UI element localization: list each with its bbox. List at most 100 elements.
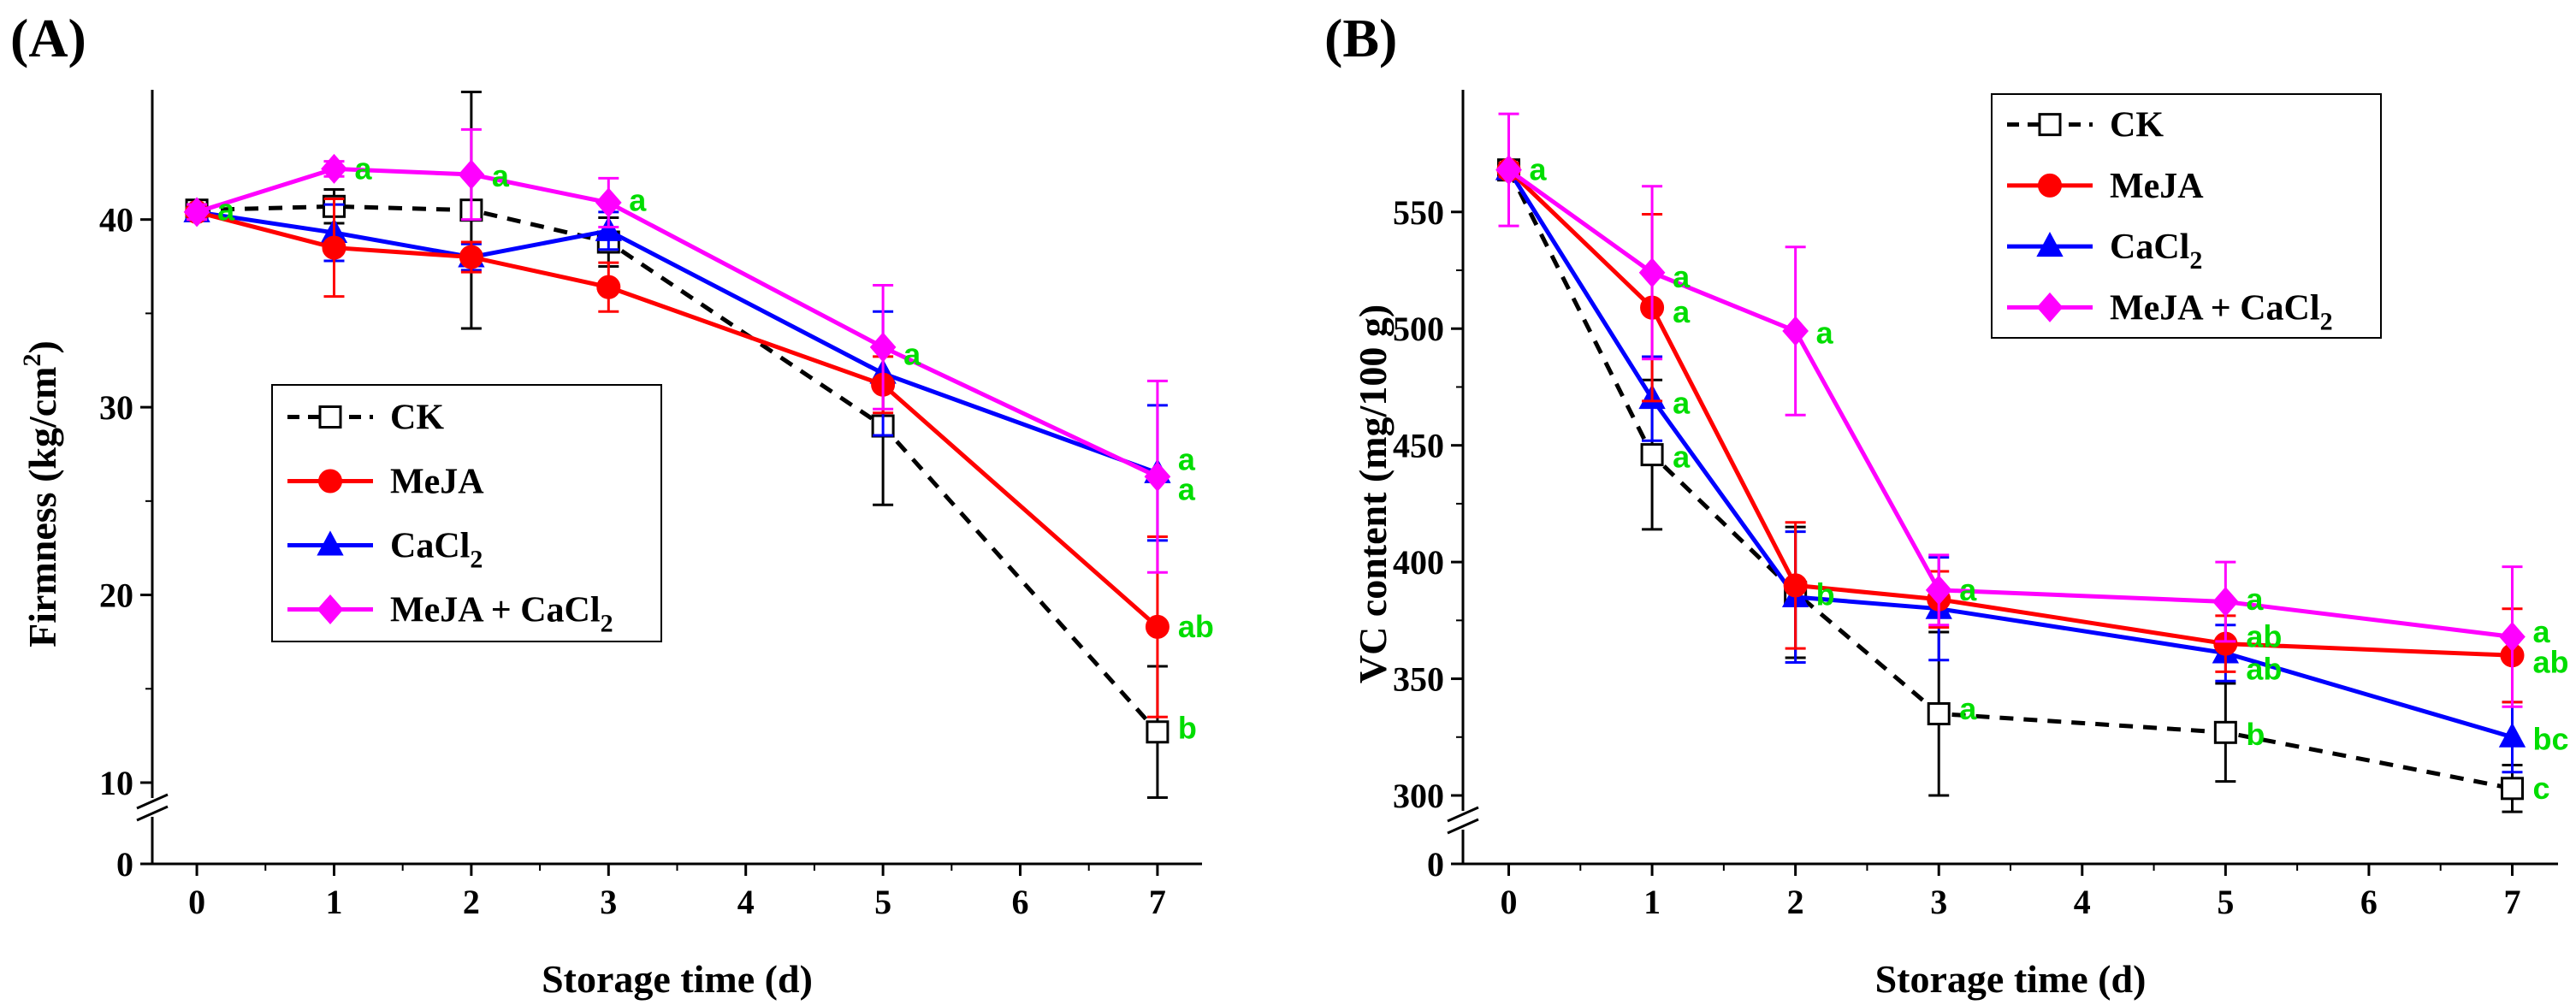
x-tick-label: 1: [325, 883, 342, 921]
y-tick-label: 10: [99, 764, 133, 802]
x-tick-label: 2: [463, 883, 480, 921]
legend-marker: [318, 469, 342, 494]
series-meja-cacl2: [1495, 112, 2526, 708]
x-tick-label: 5: [2217, 883, 2234, 921]
data-point: [1145, 614, 1170, 639]
chart-panel-a: (A) 0 10 20 30 40 0 1 2 3 4 5 6 7 Storage time (d) Firm…: [10, 8, 1214, 1001]
y-tick-label: 40: [99, 201, 133, 239]
legend-label-text: CaCl: [2110, 228, 2189, 267]
significance-letter: a: [1673, 294, 1691, 329]
data-point: [2213, 720, 2237, 744]
y-tick-label: 300: [1393, 777, 1444, 815]
data-point: [1146, 720, 1170, 744]
legend-marker: [2036, 232, 2064, 257]
legend-label: CaCl2: [390, 527, 483, 574]
data-point: [1144, 461, 1171, 492]
series-line: [197, 204, 1159, 734]
data-point: [596, 275, 621, 299]
y-axis-title-text: Firmness (kg/cm: [21, 366, 64, 647]
data-point: [2212, 586, 2239, 618]
significance-letter: ab: [2532, 644, 2568, 679]
legend-label-subscript: 2: [2320, 307, 2333, 335]
data-point: [1638, 257, 1666, 288]
data-point: [595, 187, 622, 218]
significance-letter: a: [1530, 152, 1548, 187]
significance-letter: a: [354, 151, 372, 186]
data-point: [183, 197, 210, 228]
data-point: [1925, 575, 1952, 606]
axis-break-mark: [136, 793, 169, 810]
legend-marker: [2036, 292, 2064, 322]
data-point: [1783, 573, 1808, 598]
data-point: [459, 245, 483, 269]
legend-label-text: CaCl: [390, 527, 470, 566]
series-line: [196, 210, 1158, 476]
y-tick-label: 550: [1393, 193, 1444, 232]
x-tick-label: 6: [1012, 883, 1029, 921]
y-tick-label: 0: [1427, 845, 1444, 884]
series-line: [1507, 168, 2514, 740]
data-point: [2498, 722, 2526, 748]
y-tick-label: 350: [1393, 660, 1444, 699]
x-tick-label: 0: [1501, 883, 1518, 921]
significance-letter: a: [217, 192, 235, 228]
significance-letter: ab: [1178, 609, 1214, 644]
legend-label-subscript: 2: [2189, 246, 2202, 275]
y-axis-title: VC content (mg/100 g): [1351, 304, 1395, 683]
legend-marker: [317, 594, 344, 625]
significance-letter: a: [2532, 614, 2550, 649]
axis-break-mark: [136, 805, 169, 822]
x-tick-label: 2: [1787, 883, 1804, 921]
panel-label: (B): [1324, 8, 1397, 68]
series-meja-cacl2: [183, 127, 1171, 574]
x-tick-label: 0: [188, 883, 205, 921]
legend-marker: [2038, 113, 2062, 137]
x-tick-label: 7: [2503, 883, 2520, 921]
legend-label-text: CK: [390, 399, 444, 438]
series-line: [1507, 168, 2513, 791]
y-axis-title-superscript: 2: [18, 353, 46, 366]
significance-letter: ab: [2246, 618, 2282, 653]
y-tick-label: 400: [1393, 543, 1444, 582]
data-point: [595, 216, 622, 241]
legend-label: MeJA + CaCl2: [2110, 288, 2333, 335]
y-tick-label: 30: [99, 388, 133, 427]
legend-label-text: MeJA: [2110, 167, 2204, 206]
x-axis-title: Storage time (d): [1875, 957, 2147, 1001]
significance-letter: a: [1673, 386, 1691, 421]
legend-label: MeJA: [2110, 167, 2204, 206]
legend-label: CK: [2110, 106, 2164, 145]
x-tick-label: 6: [2360, 883, 2378, 921]
x-tick-label: 5: [874, 883, 891, 921]
legend-label-subscript: 2: [470, 546, 483, 574]
panel-label: (A): [10, 8, 86, 68]
significance-letter: b: [2246, 717, 2265, 752]
significance-letter: ab: [2246, 652, 2282, 687]
chart-panel-b: (B) 0 300 350 400 450 500 550 0 1 2 3 4 5 6 7 Storage ti…: [1324, 8, 2569, 1001]
x-tick-label: 4: [737, 883, 755, 921]
legend-marker: [2038, 173, 2062, 198]
legend-label: MeJA: [390, 463, 484, 502]
x-axis-title: Storage time (d): [542, 957, 813, 1001]
data-point: [1495, 155, 1522, 186]
legend-label-text: MeJA: [390, 463, 484, 502]
series-line: [1507, 168, 2513, 658]
y-axis-title: Firmness (kg/cm2): [18, 340, 64, 647]
series-line: [196, 166, 1158, 479]
legend-label-text: CK: [2110, 106, 2164, 145]
significance-letter: a: [2246, 582, 2264, 617]
x-tick-label: 4: [2074, 883, 2091, 921]
legend-label-text: MeJA + CaCl: [2110, 288, 2320, 328]
data-point: [1640, 443, 1664, 467]
significance-letter: b: [1178, 710, 1197, 745]
significance-letter: a: [1673, 439, 1691, 474]
significance-letter: a: [492, 158, 510, 193]
data-point: [2499, 621, 2526, 652]
significance-letter: a: [1673, 259, 1691, 294]
axis-break-mark: [1447, 806, 1479, 823]
significance-letter: a: [903, 337, 921, 372]
data-point: [1782, 316, 1809, 346]
significance-letter: b: [1816, 576, 1835, 612]
legend-label-subscript: 2: [601, 610, 613, 638]
data-point: [2500, 777, 2524, 801]
